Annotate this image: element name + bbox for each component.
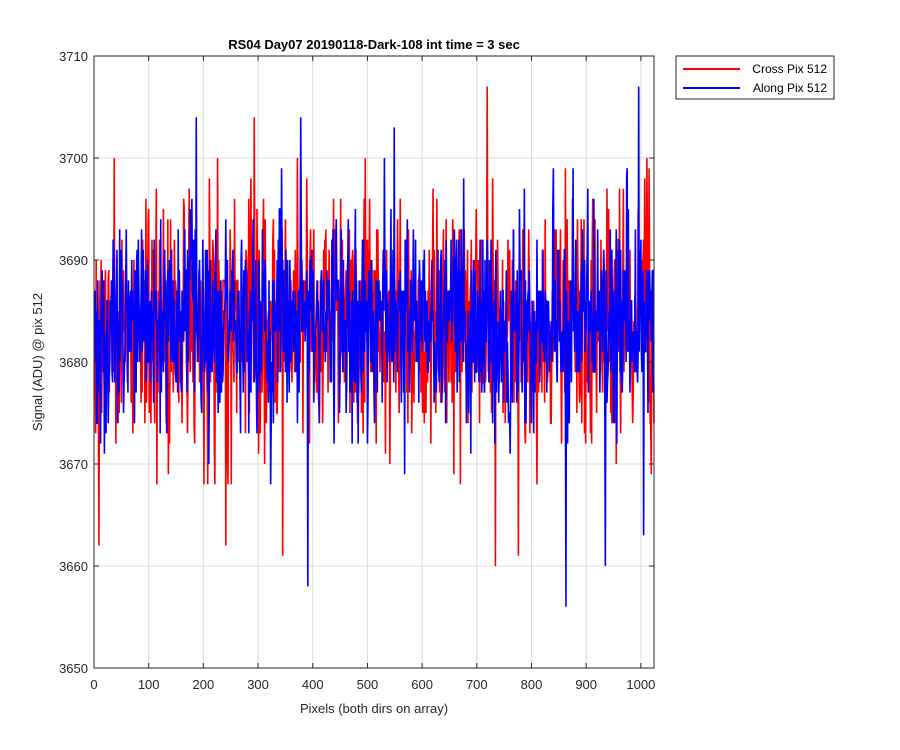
y-tick-label: 3660 xyxy=(59,559,88,574)
x-tick-label: 700 xyxy=(466,677,488,692)
legend-box xyxy=(675,55,835,100)
y-tick-label: 3670 xyxy=(59,457,88,472)
x-tick-label: 100 xyxy=(138,677,160,692)
y-tick-label: 3690 xyxy=(59,253,88,268)
x-tick-label: 400 xyxy=(302,677,324,692)
y-tick-label: 3700 xyxy=(59,151,88,166)
legend: Cross Pix 512 Along Pix 512 xyxy=(675,55,835,100)
y-tick-label: 3710 xyxy=(59,49,88,64)
legend-label-cross: Cross Pix 512 xyxy=(752,62,827,76)
x-tick-label: 1000 xyxy=(626,677,655,692)
chart-title: RS04 Day07 20190118-Dark-108 int time = … xyxy=(228,37,520,52)
x-tick-label: 800 xyxy=(521,677,543,692)
x-tick-label: 0 xyxy=(90,677,97,692)
y-tick-label: 3680 xyxy=(59,355,88,370)
x-tick-label: 900 xyxy=(575,677,597,692)
y-tick-label: 3650 xyxy=(59,661,88,676)
x-axis-label: Pixels (both dirs on array) xyxy=(300,701,448,716)
axis-ticks: 0 100 200 300 400 500 600 700 800 900 1000 3650 3660… xyxy=(59,49,655,692)
x-tick-label: 500 xyxy=(357,677,379,692)
x-tick-label: 300 xyxy=(247,677,269,692)
y-axis-label: Signal (ADU) @ pix 512 xyxy=(30,293,45,431)
x-tick-label: 600 xyxy=(411,677,433,692)
x-tick-label: 200 xyxy=(193,677,215,692)
legend-label-along: Along Pix 512 xyxy=(753,81,827,95)
series-line-cross-pix-512 xyxy=(93,86,655,567)
series-line-along-pix-512 xyxy=(93,86,655,607)
series-layer xyxy=(93,86,655,607)
